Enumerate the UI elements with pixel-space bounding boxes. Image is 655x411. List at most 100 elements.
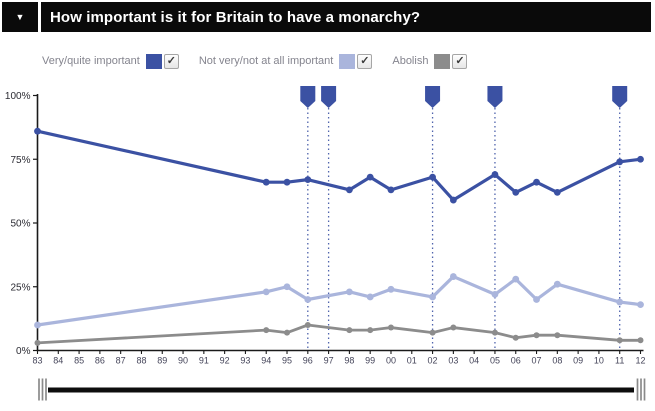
event-markers [300, 86, 628, 349]
data-point-98[interactable] [345, 186, 353, 194]
x-tick-label: 10 [594, 356, 604, 366]
legend-label: Very/quite important [42, 55, 140, 67]
legend-label: Not very/not at all important [198, 55, 334, 67]
data-point-96[interactable] [304, 296, 312, 303]
series-abolish [34, 322, 644, 346]
x-tick-label: 00 [386, 356, 396, 366]
flag-pin-icon-96[interactable] [300, 86, 316, 108]
data-point-08[interactable] [553, 280, 561, 288]
flag-pin-icon-97[interactable] [321, 86, 337, 108]
x-tick-label: 07 [532, 356, 542, 366]
legend-swatch-0 [145, 53, 162, 69]
data-point-94[interactable] [262, 288, 270, 296]
collapse-button[interactable]: ▼ [2, 2, 38, 32]
x-tick-label: 97 [324, 356, 334, 366]
data-point-07[interactable] [533, 332, 540, 339]
data-point-96[interactable] [304, 322, 311, 328]
x-tick-label: 04 [469, 356, 479, 366]
data-point-11[interactable] [616, 298, 624, 306]
data-point-03[interactable] [449, 196, 457, 204]
x-tick-label: 86 [95, 356, 105, 366]
data-point-05[interactable] [491, 291, 499, 298]
x-tick-label: 11 [615, 356, 624, 366]
data-point-95[interactable] [283, 178, 291, 186]
data-point-94[interactable] [262, 178, 270, 186]
data-point-11[interactable] [616, 158, 624, 166]
legend-checkbox-1[interactable]: ✓ [357, 53, 373, 69]
data-point-99[interactable] [366, 173, 374, 181]
x-tick-label: 85 [74, 356, 84, 366]
x-tick-label: 08 [552, 356, 562, 366]
series-very-quite-important [34, 127, 644, 204]
timeline-handle-left[interactable] [38, 378, 47, 401]
data-point-98[interactable] [345, 288, 353, 296]
page-title: How important is it for Britain to have … [50, 8, 421, 26]
x-tick-label: 83 [32, 356, 42, 366]
legend-checkbox-2[interactable]: ✓ [452, 53, 468, 69]
title-bar: How important is it for Britain to have … [41, 2, 651, 32]
legend-label: Abolish [392, 55, 429, 67]
data-point-94[interactable] [263, 327, 270, 334]
data-point-05[interactable] [491, 329, 498, 336]
flag-pin-icon-02[interactable] [425, 86, 441, 108]
data-point-98[interactable] [346, 327, 353, 334]
data-point-96[interactable] [304, 176, 312, 184]
data-point-83[interactable] [34, 339, 41, 346]
y-tick-label: 100% [5, 91, 31, 102]
data-point-02[interactable] [429, 173, 436, 181]
data-point-83[interactable] [34, 321, 41, 329]
data-point-08[interactable] [553, 189, 561, 196]
data-point-07[interactable] [533, 296, 540, 303]
flag-pin-icon-05[interactable] [487, 86, 503, 108]
timeline-bar[interactable] [48, 387, 634, 393]
data-point-07[interactable] [533, 178, 540, 186]
series-line [37, 323, 641, 345]
data-point-06[interactable] [512, 189, 520, 196]
x-tick-label: 92 [220, 356, 230, 366]
data-point-03[interactable] [449, 273, 457, 280]
timeline-handle-right[interactable] [636, 378, 646, 401]
data-point-05[interactable] [491, 171, 499, 178]
y-tick-label: 25% [10, 282, 30, 293]
header: ▼ How important is it for Britain to hav… [2, 2, 651, 32]
data-point-12[interactable] [637, 301, 644, 308]
x-tick-label: 88 [136, 356, 146, 366]
data-point-06[interactable] [512, 334, 519, 341]
data-point-03[interactable] [450, 324, 457, 331]
x-tick-label: 95 [282, 356, 292, 366]
x-tick-label: 94 [261, 356, 271, 366]
series-not-very-not-at-all-important [34, 273, 644, 329]
data-point-83[interactable] [34, 127, 41, 135]
data-point-99[interactable] [367, 327, 374, 334]
flag-pin-icon-11[interactable] [612, 86, 628, 108]
data-point-95[interactable] [284, 329, 291, 336]
x-tick-label: 06 [511, 356, 521, 366]
x-tick-label: 99 [365, 356, 375, 366]
series-line [37, 274, 641, 327]
data-point-08[interactable] [554, 332, 561, 339]
x-tick-label: 01 [407, 356, 417, 366]
data-point-00[interactable] [387, 285, 395, 293]
legend-checkbox-0[interactable]: ✓ [163, 53, 179, 69]
data-point-00[interactable] [387, 324, 394, 331]
legend-swatch-1 [339, 53, 356, 69]
y-tick-label: 75% [10, 155, 30, 166]
data-point-06[interactable] [512, 275, 520, 283]
data-point-95[interactable] [283, 283, 291, 291]
x-tick-label: 09 [573, 356, 583, 366]
data-point-11[interactable] [616, 337, 623, 344]
data-point-02[interactable] [429, 293, 436, 301]
chevron-down-icon: ▼ [15, 11, 25, 22]
data-point-02[interactable] [429, 329, 436, 336]
y-tick-label: 50% [10, 219, 30, 230]
legend-item-abolish: Abolish ✓ [392, 53, 468, 69]
data-point-99[interactable] [366, 293, 374, 301]
data-point-00[interactable] [387, 186, 395, 194]
data-point-12[interactable] [637, 155, 644, 163]
x-tick-label: 12 [635, 356, 645, 366]
x-tick-label: 91 [199, 356, 209, 366]
timeline-scrubber [38, 378, 646, 401]
data-point-12[interactable] [637, 337, 644, 344]
